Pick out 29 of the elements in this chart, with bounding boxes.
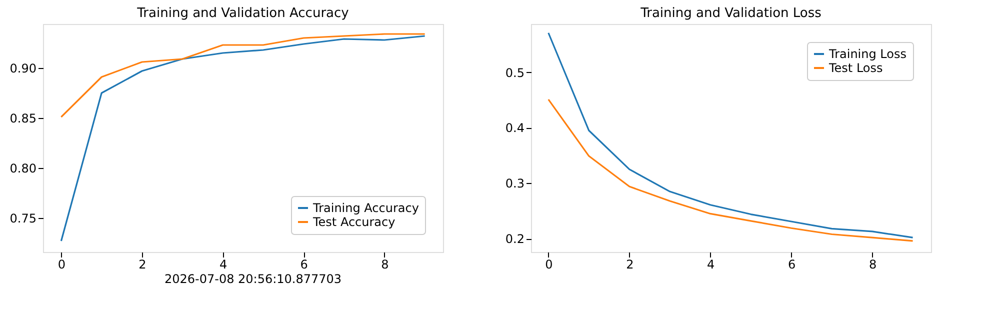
y-tick-label: 0.75 (10, 212, 36, 226)
line-series (548, 32, 914, 238)
x-tick-label: 2 (138, 258, 146, 272)
y-tick-label: 0.80 (10, 162, 36, 176)
line-series (60, 35, 426, 242)
x-tick-label: 8 (381, 258, 389, 272)
x-tick-label: 6 (300, 258, 308, 272)
x-tick-label: 4 (707, 258, 715, 272)
x-tick-label: 8 (868, 258, 877, 272)
y-tick-label: 0.85 (10, 112, 36, 126)
line-series (548, 98, 914, 242)
text: 2026-07-08 20:56:10.877703 (164, 272, 342, 286)
x-tick-label: 0 (545, 258, 553, 272)
y-tick-label: 0.2 (505, 232, 524, 246)
legend-label: Training Loss (828, 47, 906, 61)
chart-title: Training and Validation Loss (640, 6, 822, 21)
line-series (60, 33, 426, 118)
x-tick-label: 6 (788, 258, 796, 272)
y-tick-label: 0.90 (10, 62, 36, 76)
legend-label: Training Accuracy (312, 201, 419, 215)
x-tick-label: 2 (626, 258, 634, 272)
chart-title: Training and Validation Accuracy (136, 6, 350, 21)
legend-label: Test Accuracy (312, 215, 396, 229)
y-tick-label: 0.5 (505, 66, 524, 80)
x-tick-label: 4 (219, 258, 228, 272)
legend-label: Test Loss (828, 61, 883, 75)
x-tick-label: 0 (58, 258, 66, 272)
y-tick-label: 0.3 (505, 176, 524, 191)
y-tick-label: 0.4 (505, 121, 524, 136)
